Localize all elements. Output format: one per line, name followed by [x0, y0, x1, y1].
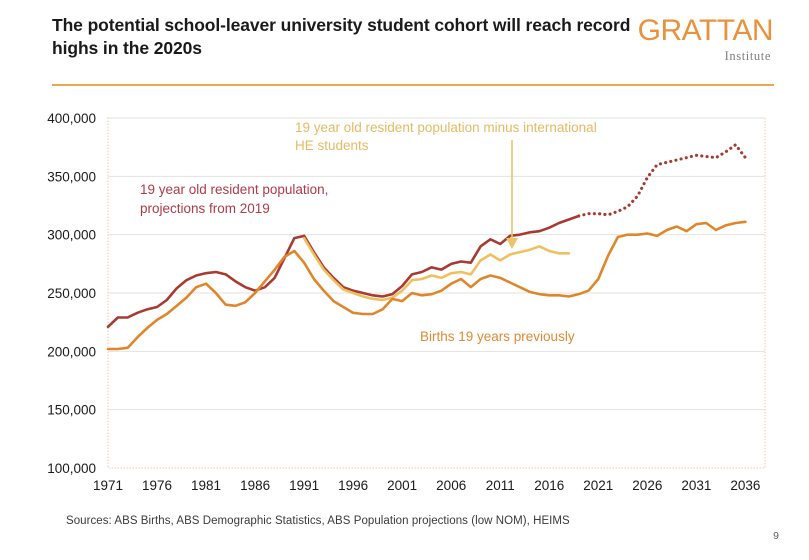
x-axis-tick-label: 2016 — [534, 478, 564, 493]
header-divider — [52, 84, 774, 86]
x-axis-tick-label: 2021 — [583, 478, 613, 493]
x-axis-tick-label: 2026 — [632, 478, 662, 493]
slide-header: The potential school-leaver university s… — [0, 0, 809, 88]
annotation-red-line1: 19 year old resident population, — [140, 182, 328, 197]
annotation-orange-label: Births 19 years previously — [420, 329, 575, 344]
chart-container: 100,000 150,000 200,000 250,000 300,000 350,0… — [0, 96, 809, 496]
annotation-amber-line2: HE students — [295, 138, 369, 153]
x-axis-tick-label: 1976 — [142, 478, 172, 493]
x-axis-tick-label: 1971 — [93, 478, 123, 493]
y-axis-tick-label: 100,000 — [47, 461, 96, 476]
annotation-red-line2: projections from 2019 — [140, 201, 270, 216]
annotation-arrowhead-icon — [506, 238, 518, 249]
x-axis-tick-label: 2011 — [486, 478, 515, 493]
chart-series-line — [302, 236, 571, 302]
x-axis-tick-label: 2001 — [387, 478, 417, 493]
y-axis-tick-label: 300,000 — [47, 228, 96, 243]
source-note: Sources: ABS Births, ABS Demographic Sta… — [66, 515, 570, 527]
x-axis-tick-label: 2031 — [681, 478, 711, 493]
chart-series-line — [106, 214, 580, 329]
grattan-logo: GRATTAN Institute — [637, 14, 774, 64]
x-axis-tick-label: 1986 — [240, 478, 270, 493]
annotation-amber-line1: 19 year old resident population minus in… — [295, 120, 597, 135]
line-chart: 100,000 150,000 200,000 250,000 300,000 350,0… — [47, 111, 766, 493]
chart-series-line — [577, 143, 747, 218]
chart-series-line — [106, 220, 747, 351]
page-number: 9 — [773, 530, 779, 542]
y-axis-tick-label: 200,000 — [47, 344, 96, 359]
page-title: The potential school-leaver university s… — [52, 15, 631, 59]
x-axis-tick-label: 2036 — [730, 478, 760, 493]
x-axis-tick-label: 1996 — [338, 478, 368, 493]
y-axis-tick-label: 350,000 — [47, 169, 96, 184]
logo-subtitle: Institute — [724, 49, 771, 63]
x-axis-tick-label: 1991 — [289, 478, 319, 493]
x-axis-tick-label: 2006 — [436, 478, 466, 493]
y-axis-tick-label: 150,000 — [47, 403, 96, 418]
y-axis-tick-label: 400,000 — [47, 111, 96, 126]
logo-wordmark: GRATTAN — [637, 14, 774, 47]
y-axis-tick-label: 250,000 — [47, 286, 96, 301]
x-axis-tick-label: 1981 — [191, 478, 221, 493]
